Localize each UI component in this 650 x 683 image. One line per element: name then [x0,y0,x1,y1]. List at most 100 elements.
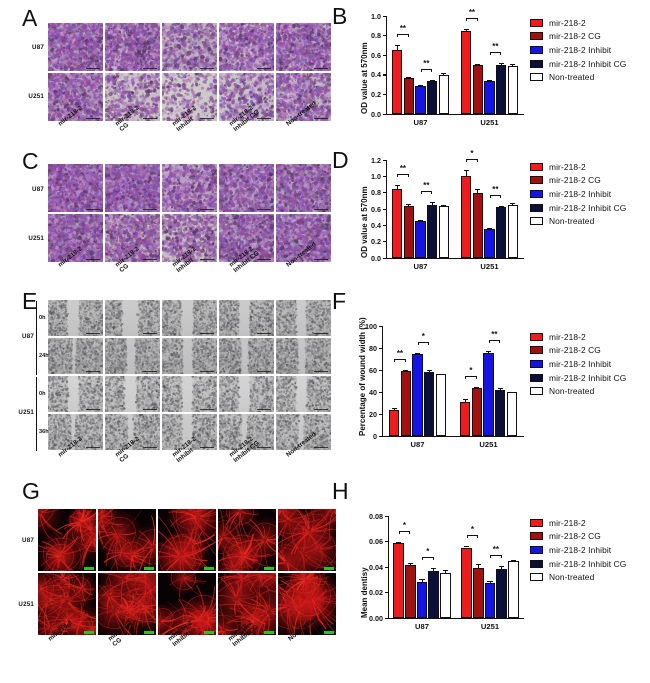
micrograph-cell [105,300,160,336]
micrograph-cell [162,300,217,336]
legend-swatch [530,162,543,171]
y-axis-label: OD value at 570nm [360,42,369,114]
error-bar [477,189,479,194]
legend-label: Non-treated [549,216,595,227]
error-bar [428,369,430,372]
bar [415,85,426,114]
significance-marker: * [469,365,473,375]
error-bar-cap [403,369,409,371]
x-axis [388,618,524,620]
y-axis-label: Percentage of wound width (%) [358,317,367,436]
y-tick-label: 20 [369,409,377,419]
bar [423,371,435,436]
group-label: U87 [413,262,428,271]
significance-bracket [398,530,411,535]
y-tick-label: 60 [369,365,377,375]
bar [391,188,403,258]
panel-letter-a: A [22,5,38,31]
error-bar-cap [442,569,448,571]
micrograph-cell [105,214,160,262]
legend-label: mir-218-2 Inhibit [549,544,612,555]
significance-marker: ** [423,59,430,69]
y-tick-label: 0.8 [371,188,381,198]
plot-area: 0.0 0.2 0.4 0.6 0.8 1.0 1.2 U87 U251 ** ** * ** [371,149,524,271]
legend-swatch [530,346,543,355]
y-axis [388,516,390,619]
panel-a-image-grid [48,23,331,123]
panel-f-legend: mir-218-2 mir-218-2 CG mir-218-2 Inhibit mi… [530,330,626,398]
timepoint-label: 24h [39,353,49,359]
legend-item: mir-218-2 [530,160,626,174]
legend-swatch [530,217,543,226]
micrograph-cell [48,73,103,121]
significance-marker: * [421,331,425,341]
row-label-u87: U87 [32,186,44,193]
error-bar [512,64,514,67]
error-bar-cap [499,565,505,567]
scale-bar [200,446,214,448]
bar [459,401,471,436]
error-bar [409,562,411,565]
significance-bracket [466,17,478,22]
scale-bar [314,117,328,119]
error-bar-cap [510,203,516,205]
micrograph-cell [105,23,160,71]
y-tick [378,347,382,349]
significance-marker: ** [468,7,476,17]
error-bar-cap [475,189,481,191]
micrograph-cell [219,300,274,336]
bar [403,206,415,258]
micrograph-cell [219,214,274,262]
bar [506,392,518,436]
panel-b-chart: 0.0 0.2 0.4 0.6 0.8 1.0 U87 U251 ** ** ** ** OD valu… [352,8,528,136]
scale-bar [204,567,214,570]
timepoint-label: 36h [39,429,49,435]
error-bar [431,202,433,205]
y-tick-label: 0.2 [371,237,381,247]
micrograph-cell [162,338,217,374]
scale-bar [257,117,271,119]
micrograph-cell [276,300,331,336]
panel-letter-f: F [332,288,347,314]
error-bar-cap [475,564,481,566]
error-bar-cap [498,205,504,207]
scale-bar [264,567,274,570]
significance-marker: * [426,547,430,557]
scale-bar [314,258,328,260]
micrograph-cell [48,414,103,450]
micrograph-cell [162,164,217,212]
legend-label: mir-218-2 CG [549,175,601,186]
legend-item: mir-218-2 Inhibit CG [530,557,626,571]
y-tick [382,241,386,243]
micrograph-cell [38,509,96,571]
y-axis-label: OD value at 570nm [360,186,369,258]
scale-bar [257,332,271,334]
significance-bracket [490,554,502,559]
y-tick-label: 0.04 [369,562,383,572]
scale-bar [324,567,334,570]
significance-bracket [417,341,430,346]
micrograph-cell [219,376,274,412]
group-label: U251 [480,262,499,271]
bar [495,206,507,258]
y-tick [384,515,388,517]
error-bar-cap [498,63,504,65]
significance-bracket [397,34,409,38]
legend-item: mir-218-2 CG [530,530,626,544]
row-group-bracket [36,301,37,375]
y-axis-label: Mean dentisy [360,567,369,618]
bar [472,64,484,114]
error-bar-cap [464,545,470,547]
panel-d-legend: mir-218-2 mir-218-2 CG mir-218-2 Inhibit mi… [530,160,626,228]
micrograph-cell [276,164,331,212]
y-tick [384,592,388,594]
panel-letter-h: H [332,478,349,504]
error-bar-cap [438,373,444,375]
significance-marker: ** [399,24,407,34]
scale-bar [84,567,94,570]
error-bar [421,579,423,582]
bar [388,409,400,436]
bar [494,390,506,436]
micrograph-cell [98,509,156,571]
